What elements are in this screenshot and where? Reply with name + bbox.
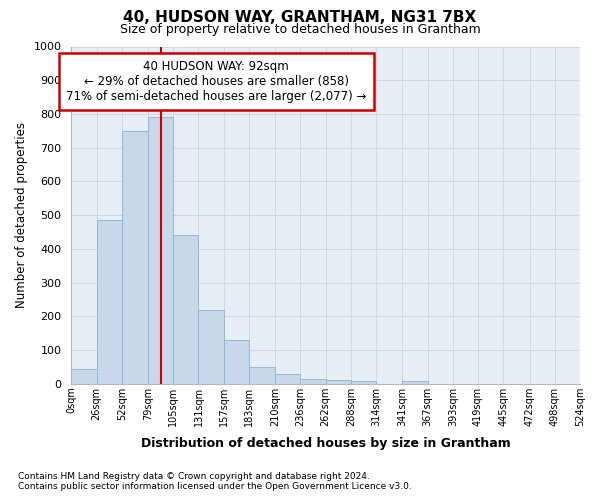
Bar <box>148 118 173 384</box>
X-axis label: Distribution of detached houses by size in Grantham: Distribution of detached houses by size … <box>141 437 511 450</box>
Text: Size of property relative to detached houses in Grantham: Size of property relative to detached ho… <box>119 22 481 36</box>
Bar <box>173 236 199 384</box>
Text: Contains HM Land Registry data © Crown copyright and database right 2024.: Contains HM Land Registry data © Crown c… <box>18 472 370 481</box>
Bar <box>224 340 249 384</box>
Bar <box>249 367 275 384</box>
Bar <box>326 380 351 384</box>
Y-axis label: Number of detached properties: Number of detached properties <box>15 122 28 308</box>
Bar <box>351 382 376 384</box>
Bar <box>301 378 326 384</box>
Bar <box>122 131 148 384</box>
Bar <box>97 220 122 384</box>
Bar <box>403 382 428 384</box>
Bar <box>199 310 224 384</box>
Bar <box>71 368 97 384</box>
Text: 40 HUDSON WAY: 92sqm
← 29% of detached houses are smaller (858)
71% of semi-deta: 40 HUDSON WAY: 92sqm ← 29% of detached h… <box>66 60 367 104</box>
Bar <box>275 374 301 384</box>
Text: Contains public sector information licensed under the Open Government Licence v3: Contains public sector information licen… <box>18 482 412 491</box>
Text: 40, HUDSON WAY, GRANTHAM, NG31 7BX: 40, HUDSON WAY, GRANTHAM, NG31 7BX <box>124 10 476 25</box>
